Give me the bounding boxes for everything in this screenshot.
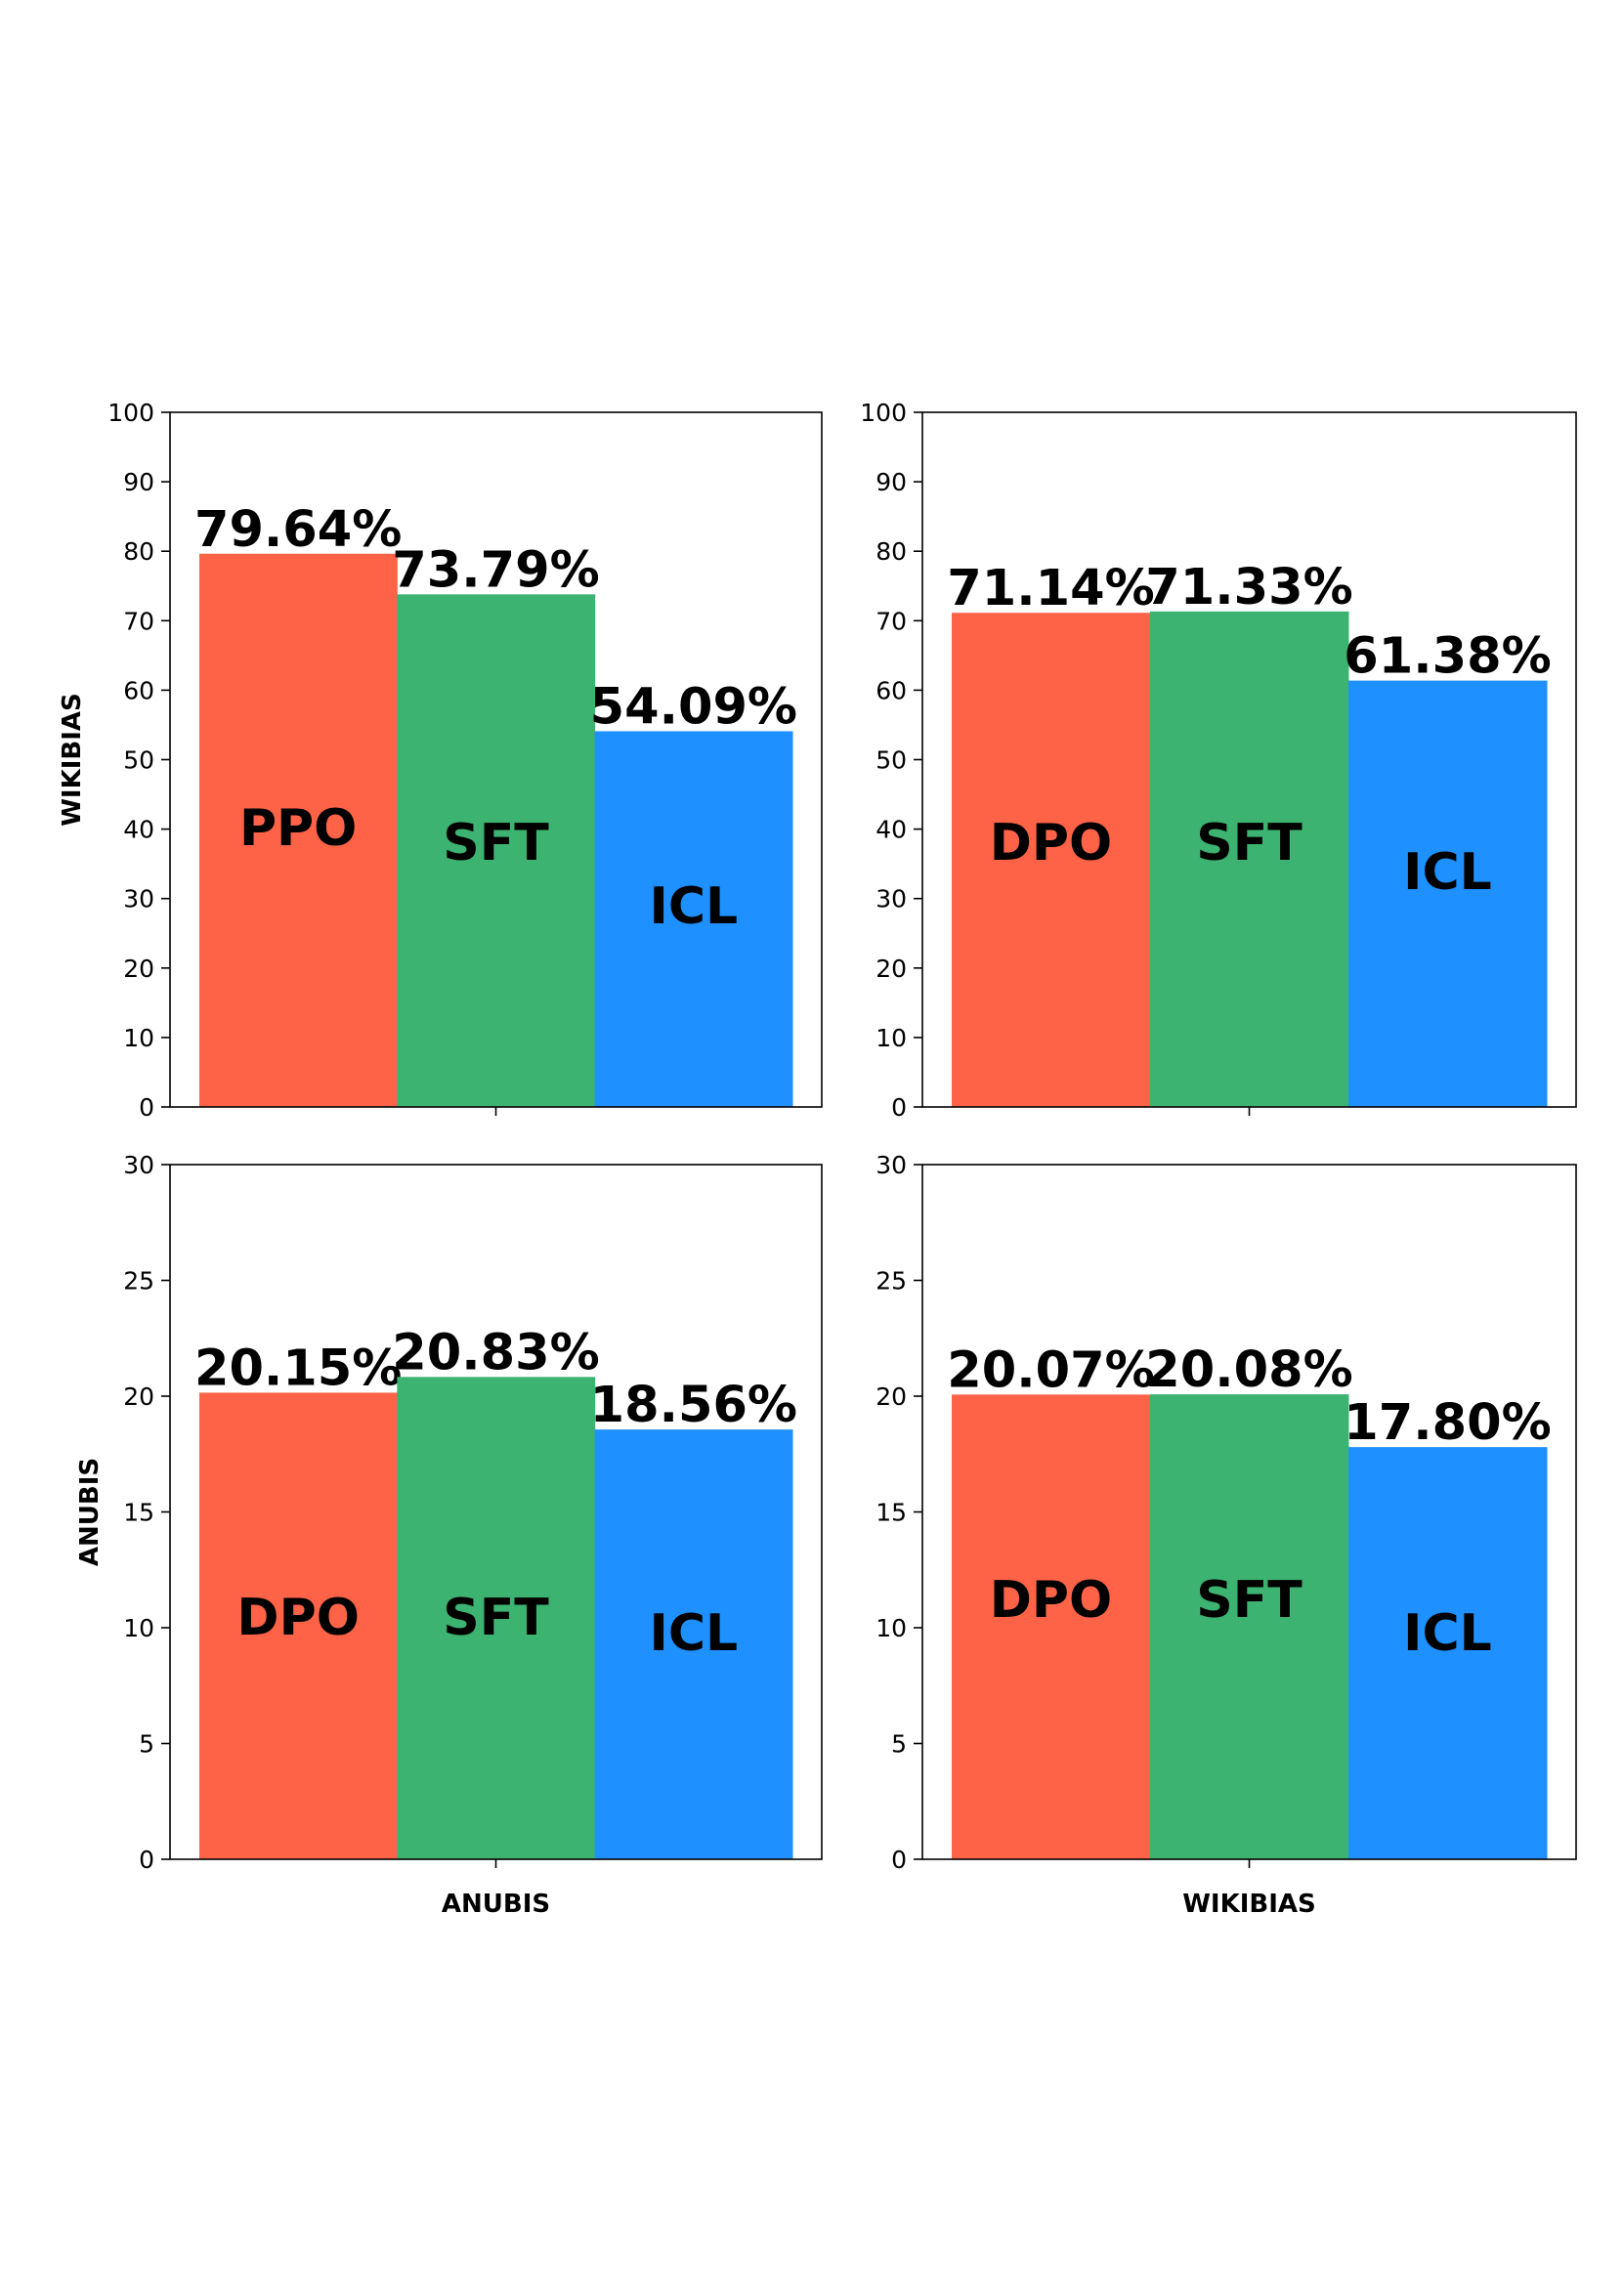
bar-icl	[1348, 680, 1548, 1107]
bar-icl	[594, 1429, 793, 1859]
y-tick-label: 5	[139, 1730, 154, 1759]
value-label: 71.14%	[947, 560, 1154, 617]
y-tick-label: 0	[139, 1846, 154, 1874]
y-tick-label: 10	[876, 1614, 907, 1642]
y-tick-label: 0	[139, 1093, 154, 1122]
y-tick-label: 20	[123, 1382, 154, 1411]
y-tick-label: 40	[876, 816, 907, 844]
y-tick-label: 0	[891, 1846, 907, 1874]
y-tick-label: 30	[876, 1151, 907, 1179]
y-tick-label: 20	[876, 955, 907, 983]
x-axis-label: ANUBIS	[442, 1890, 550, 1919]
value-label: 17.80%	[1344, 1394, 1551, 1452]
y-tick-label: 50	[123, 746, 154, 775]
category-label: PPO	[239, 799, 357, 858]
y-tick-label: 10	[123, 1614, 154, 1642]
y-tick-label: 10	[876, 1024, 907, 1052]
y-axis-label: ANUBIS	[75, 1458, 105, 1566]
value-label: 71.33%	[1145, 559, 1352, 617]
y-tick-label: 90	[876, 468, 907, 496]
value-label: 61.38%	[1344, 628, 1551, 686]
category-label: SFT	[1196, 1571, 1303, 1630]
x-axis-label: WIKIBIAS	[1182, 1890, 1316, 1919]
y-tick-label: 50	[876, 746, 907, 775]
bar-dpo	[952, 1394, 1151, 1859]
y-tick-label: 70	[123, 607, 154, 635]
y-tick-label: 90	[123, 468, 154, 496]
category-label: DPO	[236, 1589, 359, 1647]
y-tick-label: 20	[876, 1382, 907, 1411]
value-label: 20.07%	[947, 1341, 1154, 1399]
y-tick-label: 60	[123, 676, 154, 704]
category-label: ICL	[1403, 843, 1492, 902]
value-label: 20.15%	[194, 1339, 402, 1397]
y-tick-label: 100	[860, 399, 907, 427]
bar-sft	[397, 594, 596, 1107]
category-label: DPO	[990, 814, 1112, 872]
y-tick-label: 80	[123, 537, 154, 566]
category-label: SFT	[443, 814, 549, 872]
value-label: 73.79%	[392, 541, 599, 599]
bar-dpo	[952, 613, 1151, 1107]
category-label: SFT	[1196, 814, 1303, 872]
y-tick-label: 25	[123, 1267, 154, 1296]
bar-sft	[1150, 1394, 1349, 1859]
y-tick-label: 0	[891, 1093, 907, 1122]
bar-dpo	[199, 1392, 398, 1859]
y-tick-label: 5	[891, 1730, 907, 1759]
value-label: 20.83%	[392, 1324, 599, 1382]
category-label: DPO	[990, 1571, 1112, 1630]
y-tick-label: 60	[876, 676, 907, 704]
y-tick-label: 30	[123, 1151, 154, 1179]
y-tick-label: 40	[123, 816, 154, 844]
y-tick-label: 20	[123, 955, 154, 983]
y-tick-label: 10	[123, 1024, 154, 1052]
y-tick-label: 30	[123, 885, 154, 914]
value-label: 20.08%	[1145, 1341, 1352, 1399]
value-label: 18.56%	[590, 1377, 797, 1434]
category-label: SFT	[443, 1589, 549, 1647]
bar-icl	[1348, 1447, 1548, 1859]
bar-sft	[1150, 611, 1349, 1107]
y-tick-label: 15	[123, 1499, 154, 1527]
y-tick-label: 100	[107, 399, 154, 427]
bar-ppo	[199, 553, 398, 1107]
bar-icl	[594, 731, 793, 1107]
y-tick-label: 15	[876, 1499, 907, 1527]
y-axis-label: WIKIBIAS	[58, 693, 87, 827]
bar-sft	[397, 1377, 596, 1859]
y-tick-label: 70	[876, 607, 907, 635]
y-tick-label: 80	[876, 537, 907, 566]
value-label: 79.64%	[194, 501, 402, 559]
y-tick-label: 25	[876, 1267, 907, 1296]
value-label: 54.09%	[590, 678, 797, 736]
category-label: ICL	[650, 877, 739, 936]
category-label: ICL	[650, 1604, 739, 1663]
y-tick-label: 30	[876, 885, 907, 914]
category-label: ICL	[1403, 1604, 1492, 1663]
